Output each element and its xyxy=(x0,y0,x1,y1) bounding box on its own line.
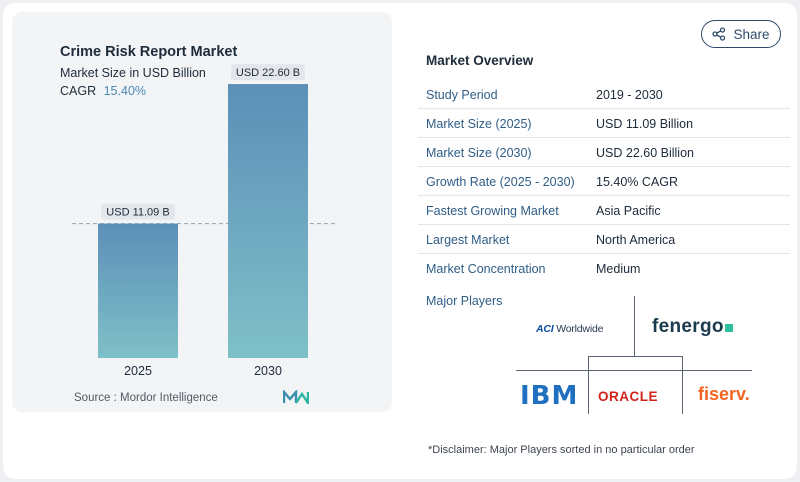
overview-row-value: USD 22.60 Billion xyxy=(596,146,694,160)
share-button[interactable]: Share xyxy=(701,20,781,48)
x-tick-label: 2030 xyxy=(254,364,282,378)
market-overview-title: Market Overview xyxy=(426,53,534,68)
overview-row-value: North America xyxy=(596,233,676,247)
overview-row-label: Growth Rate (2025 - 2030) xyxy=(426,175,575,189)
overview-row-label: Market Concentration xyxy=(426,262,546,276)
overview-row-value: 2019 - 2030 xyxy=(596,88,663,102)
major-players-title: Major Players xyxy=(426,294,503,308)
share-icon xyxy=(712,27,726,41)
bar-2025 xyxy=(98,223,178,358)
overview-row-value: Medium xyxy=(596,262,641,276)
mordor-intelligence-logo xyxy=(283,390,309,404)
overview-row: Market Concentration Medium xyxy=(418,254,790,283)
data-label: USD 22.60 B xyxy=(236,67,300,79)
overview-row-label: Largest Market xyxy=(426,233,510,247)
market-overview-table: Study Period 2019 - 2030 Market Size (2025… xyxy=(418,80,790,283)
bar-chart: USD 11.09 B 2025 USD 22.60 B 2030 xyxy=(72,64,338,378)
aci-worldwide-logo: ACI Worldwide xyxy=(536,323,604,335)
grid-divider xyxy=(682,356,683,414)
grid-divider xyxy=(588,356,589,414)
overview-row: Largest Market North America xyxy=(418,225,790,254)
grid-divider xyxy=(516,370,752,371)
overview-row-value: Asia Pacific xyxy=(596,204,661,218)
cagr-row: CAGR 15.40% xyxy=(60,84,146,98)
major-players-grid: ACI Worldwide fenergo IBM ORACLE fiserv. xyxy=(516,296,752,414)
x-tick-label: 2025 xyxy=(124,364,152,378)
data-label: USD 11.09 B xyxy=(106,207,169,219)
data-label-bg xyxy=(101,203,175,220)
overview-row-value: 15.40% CAGR xyxy=(596,175,678,189)
bar-2030 xyxy=(228,84,308,358)
fenergo-logo: fenergo xyxy=(652,316,733,338)
share-label: Share xyxy=(733,26,770,42)
overview-row-value: USD 11.09 Billion xyxy=(596,117,694,131)
disclaimer: *Disclaimer: Major Players sorted in no … xyxy=(428,444,695,456)
overview-row: Study Period 2019 - 2030 xyxy=(418,80,790,109)
chart-title: Crime Risk Report Market xyxy=(60,44,238,60)
overview-row: Growth Rate (2025 - 2030) 15.40% CAGR xyxy=(418,167,790,196)
cagr-value: 15.40% xyxy=(103,84,147,98)
data-label-bg xyxy=(231,64,305,81)
source-note: Source : Mordor Intelligence xyxy=(74,392,218,404)
ibm-logo: IBM xyxy=(520,381,579,411)
overview-row: Market Size (2030) USD 22.60 Billion xyxy=(418,138,790,167)
overview-row-label: Market Size (2030) xyxy=(426,146,532,160)
fiserv-logo: fiserv. xyxy=(698,384,750,404)
overview-row: Fastest Growing Market Asia Pacific xyxy=(418,196,790,225)
chart-panel xyxy=(12,12,392,412)
chart-subtitle: Market Size in USD Billion xyxy=(60,66,206,80)
overview-row-label: Fastest Growing Market xyxy=(426,204,559,218)
overview-row-label: Study Period xyxy=(426,88,498,102)
cagr-label: CAGR xyxy=(60,84,97,98)
overview-row-label: Market Size (2025) xyxy=(426,117,532,131)
grid-divider xyxy=(634,296,635,356)
overview-row: Market Size (2025) USD 11.09 Billion xyxy=(418,109,790,138)
grid-divider xyxy=(588,356,683,357)
oracle-logo: ORACLE xyxy=(598,389,658,404)
